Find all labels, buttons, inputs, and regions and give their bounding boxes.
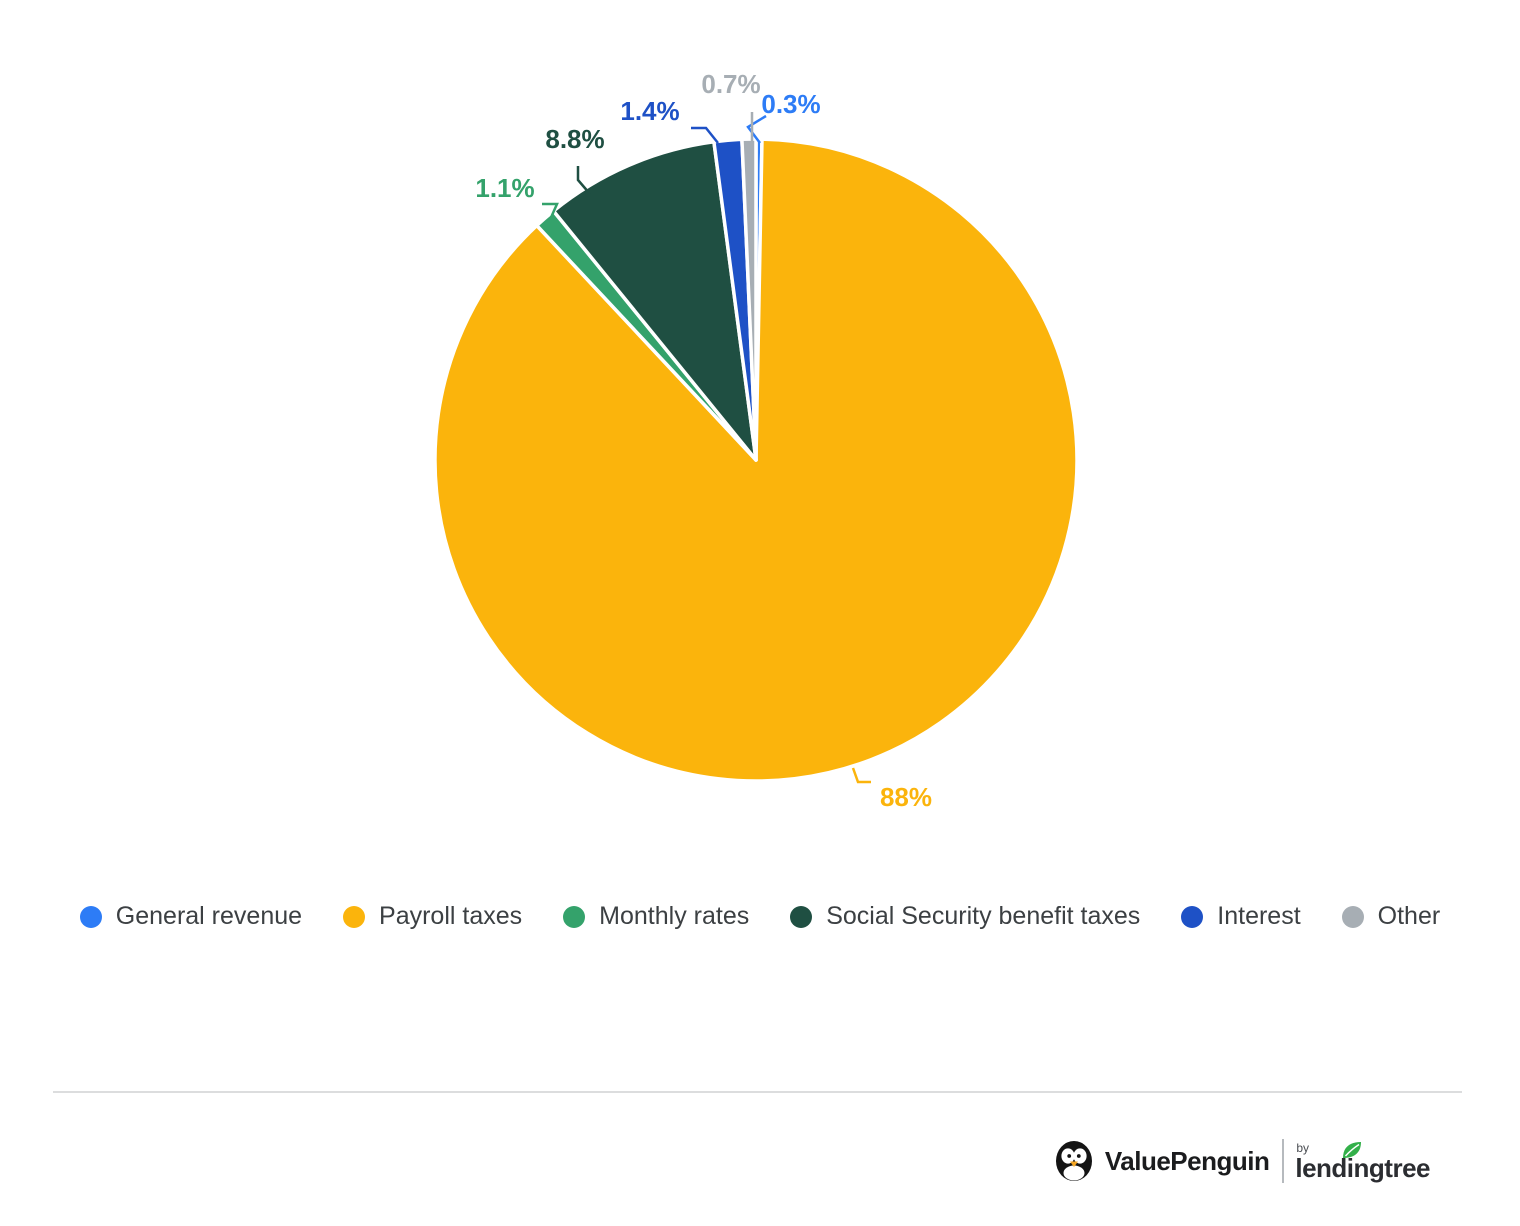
by-label: by bbox=[1296, 1140, 1310, 1155]
legend-item-interest[interactable]: Interest bbox=[1181, 902, 1301, 931]
lendingtree-text: lendingtree bbox=[1295, 1152, 1430, 1183]
legend-swatch-other-icon bbox=[1341, 905, 1364, 928]
pie-slice-social-security-benefit-taxes[interactable] bbox=[551, 140, 758, 462]
lendingtree-logo: by lendingtree bbox=[1295, 1140, 1430, 1183]
leader-line-payroll-taxes bbox=[851, 767, 871, 784]
legend-swatch-social-security-benefit-taxes-icon bbox=[790, 905, 813, 928]
slice-value-label-general-revenue: 0.3% bbox=[761, 89, 820, 119]
pie-chart: 0.3% 88% 1.1% 8.8% 1.4% 0.7% bbox=[433, 69, 1079, 812]
legend-label-monthly-rates: Monthly rates bbox=[599, 902, 750, 930]
slice-value-label-payroll-taxes: 88% bbox=[880, 782, 932, 812]
leader-line-monthly-rates bbox=[542, 202, 559, 223]
legend-swatch-payroll-taxes-icon bbox=[343, 905, 366, 928]
leader-line-social-security-benefit-taxes bbox=[576, 166, 591, 195]
legend-item-payroll-taxes[interactable]: Payroll taxes bbox=[343, 902, 522, 931]
legend-label-payroll-taxes: Payroll taxes bbox=[379, 902, 523, 930]
logo-separator bbox=[1282, 1139, 1285, 1183]
valuepenguin-penguin-icon bbox=[1055, 1141, 1092, 1181]
legend: General revenue Payroll taxes Monthly ra… bbox=[0, 902, 1520, 931]
legend-item-monthly-rates[interactable]: Monthly rates bbox=[563, 902, 749, 931]
legend-label-interest: Interest bbox=[1217, 902, 1301, 930]
lendingtree-wordmark: lendingtree bbox=[1295, 1141, 1430, 1183]
legend-item-general-revenue[interactable]: General revenue bbox=[79, 902, 303, 931]
legend-label-other: Other bbox=[1377, 902, 1441, 930]
legend-swatch-general-revenue-icon bbox=[79, 905, 102, 928]
leader-line-general-revenue bbox=[746, 114, 767, 144]
legend-item-other[interactable]: Other bbox=[1341, 902, 1441, 931]
legend-label-general-revenue: General revenue bbox=[115, 902, 303, 930]
slice-value-label-monthly-rates: 1.1% bbox=[475, 173, 534, 203]
slice-value-label-other: 0.7% bbox=[701, 69, 760, 99]
legend-swatch-interest-icon bbox=[1181, 905, 1204, 928]
legend-label-social-security-benefit-taxes: Social Security benefit taxes bbox=[826, 902, 1141, 930]
legend-item-social-security-benefit-taxes[interactable]: Social Security benefit taxes bbox=[790, 902, 1140, 931]
footer-divider bbox=[53, 1091, 1462, 1093]
leader-line-interest bbox=[691, 126, 719, 144]
valuepenguin-wordmark: ValuePenguin bbox=[1104, 1145, 1270, 1176]
slice-value-label-interest: 1.4% bbox=[620, 96, 679, 126]
legend-swatch-monthly-rates-icon bbox=[563, 905, 586, 928]
leaf-icon bbox=[1343, 1141, 1362, 1158]
footer-logo: ValuePenguin by lendingtree bbox=[1054, 1139, 1430, 1183]
slice-value-label-social-security-benefit-taxes: 8.8% bbox=[545, 124, 604, 154]
